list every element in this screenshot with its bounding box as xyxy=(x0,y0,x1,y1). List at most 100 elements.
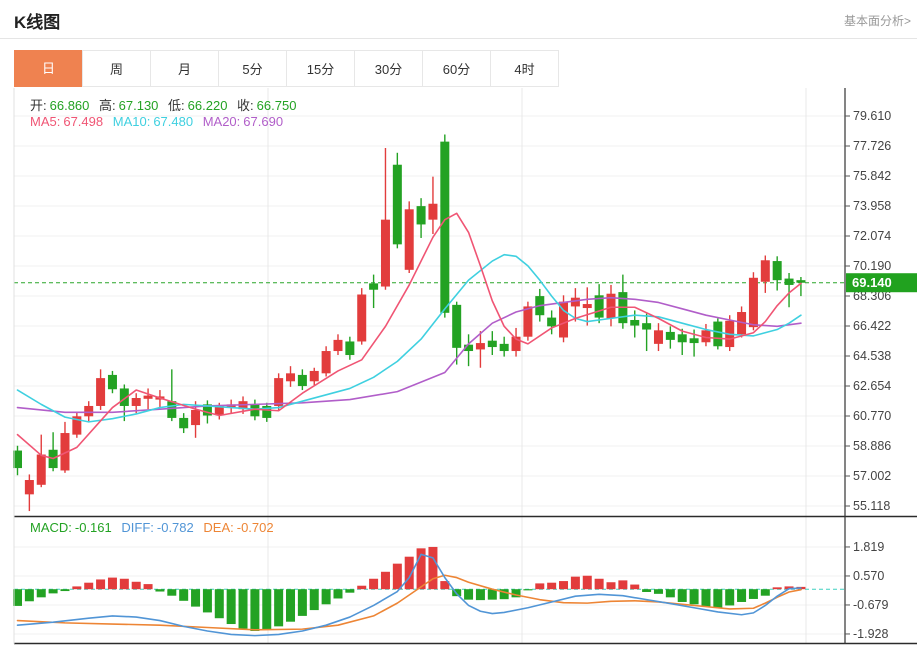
candle-body xyxy=(594,295,604,318)
ma5-line xyxy=(16,212,802,460)
macd-bar xyxy=(535,583,545,590)
candle-body xyxy=(642,323,652,330)
candle-body xyxy=(701,330,711,343)
macd-bar xyxy=(523,589,533,591)
macd-readout: MACD: -0.161 DIFF: -0.782 DEA: -0.702 xyxy=(30,520,280,535)
candle-body xyxy=(119,388,129,406)
candle-body xyxy=(630,319,640,326)
candle-body xyxy=(167,401,177,418)
candle-body xyxy=(606,293,616,319)
candle-body xyxy=(713,321,723,347)
candle-body xyxy=(487,340,497,348)
macd-axis-label: -0.679 xyxy=(853,598,888,612)
price-axis-label: 79.610 xyxy=(853,109,891,123)
ohlc-readout: 开: 66.860 高: 67.130 低: 66.220 收: 66.750 xyxy=(30,95,302,114)
macd-bar xyxy=(107,577,117,590)
macd-bar xyxy=(511,589,521,598)
candle-body xyxy=(689,338,699,344)
macd-label: MACD: xyxy=(30,520,72,535)
page-title: K线图 xyxy=(14,13,61,32)
tab-30min[interactable]: 30分 xyxy=(354,50,423,87)
dea-line xyxy=(16,574,802,631)
price-axis-label: 62.654 xyxy=(853,379,891,393)
macd-axis-label: 1.819 xyxy=(853,540,884,554)
macd-bar xyxy=(262,589,272,630)
macd-bar xyxy=(84,582,94,590)
ma10-label: MA10: xyxy=(112,114,151,129)
macd-bar xyxy=(464,589,474,600)
macd-bar xyxy=(606,582,616,590)
header: K线图 基本面分析> xyxy=(0,0,917,39)
candle-body xyxy=(392,164,402,245)
diff-label: DIFF: xyxy=(121,520,154,535)
fundamental-analysis-link[interactable]: 基本面分析> xyxy=(843,14,911,28)
candle-body xyxy=(107,374,117,390)
macd-bar xyxy=(179,589,189,601)
candle-body xyxy=(333,339,343,352)
macd-bar xyxy=(487,589,497,600)
tab-4hour[interactable]: 4时 xyxy=(490,50,559,87)
candle-body xyxy=(297,374,307,387)
candle-body xyxy=(179,417,189,429)
candle-body xyxy=(131,398,141,406)
macd-bar xyxy=(428,546,438,590)
candle-body xyxy=(416,206,426,225)
tab-5min[interactable]: 5分 xyxy=(218,50,287,87)
tab-month[interactable]: 月 xyxy=(150,50,219,87)
price-axis-label: 66.422 xyxy=(853,319,891,333)
close-value: 66.750 xyxy=(256,98,297,113)
macd-bar xyxy=(404,556,414,590)
price-axis-label: 73.958 xyxy=(853,199,891,213)
ma20-line xyxy=(16,296,802,414)
macd-bar xyxy=(547,582,557,590)
tab-week[interactable]: 周 xyxy=(82,50,151,87)
candle-body xyxy=(428,203,438,220)
candle-body xyxy=(464,344,474,352)
candle-body xyxy=(559,301,569,338)
candle-body xyxy=(570,297,580,307)
macd-bar xyxy=(392,563,402,590)
ma20-value: 67.690 xyxy=(243,114,284,129)
macd-bar xyxy=(167,589,177,596)
candle-body xyxy=(499,343,509,352)
ma10-value: 67.480 xyxy=(153,114,194,129)
tab-day[interactable]: 日 xyxy=(14,50,83,87)
macd-bar xyxy=(737,589,747,602)
low-value: 66.220 xyxy=(187,98,228,113)
macd-bar xyxy=(238,589,248,629)
period-tab-bar: 日 周 月 5分 15分 30分 60分 4时 xyxy=(14,50,559,87)
macd-bar xyxy=(772,587,782,590)
macd-bar xyxy=(96,579,106,590)
candle-body xyxy=(511,336,521,352)
macd-bar xyxy=(380,571,390,590)
candle-body xyxy=(440,141,450,313)
candle-body xyxy=(475,343,485,350)
candle-body xyxy=(309,370,319,382)
candle-body xyxy=(191,409,201,426)
candle-body xyxy=(345,341,355,356)
macd-bar xyxy=(274,589,284,627)
candle-body xyxy=(60,433,70,471)
macd-bar xyxy=(250,589,260,631)
tab-15min[interactable]: 15分 xyxy=(286,50,355,87)
price-axis-label: 75.842 xyxy=(853,169,891,183)
macd-bar xyxy=(286,589,296,622)
macd-bar xyxy=(226,589,236,625)
price-axis-label: 55.118 xyxy=(853,499,890,513)
candle-body xyxy=(84,405,94,417)
candle-body xyxy=(214,405,224,415)
price-axis-label: 57.002 xyxy=(853,469,891,483)
macd-bar xyxy=(119,578,129,590)
macd-bar xyxy=(653,589,663,594)
ma20-label: MA20: xyxy=(202,114,241,129)
macd-bar xyxy=(594,578,604,590)
macd-bar xyxy=(13,589,22,606)
macd-bar xyxy=(559,581,569,590)
macd-bar xyxy=(345,589,355,593)
candle-body xyxy=(143,395,153,399)
candle-body xyxy=(72,416,82,435)
close-label: 收: xyxy=(237,98,254,113)
macd-bar xyxy=(630,584,640,590)
tab-60min[interactable]: 60分 xyxy=(422,50,491,87)
